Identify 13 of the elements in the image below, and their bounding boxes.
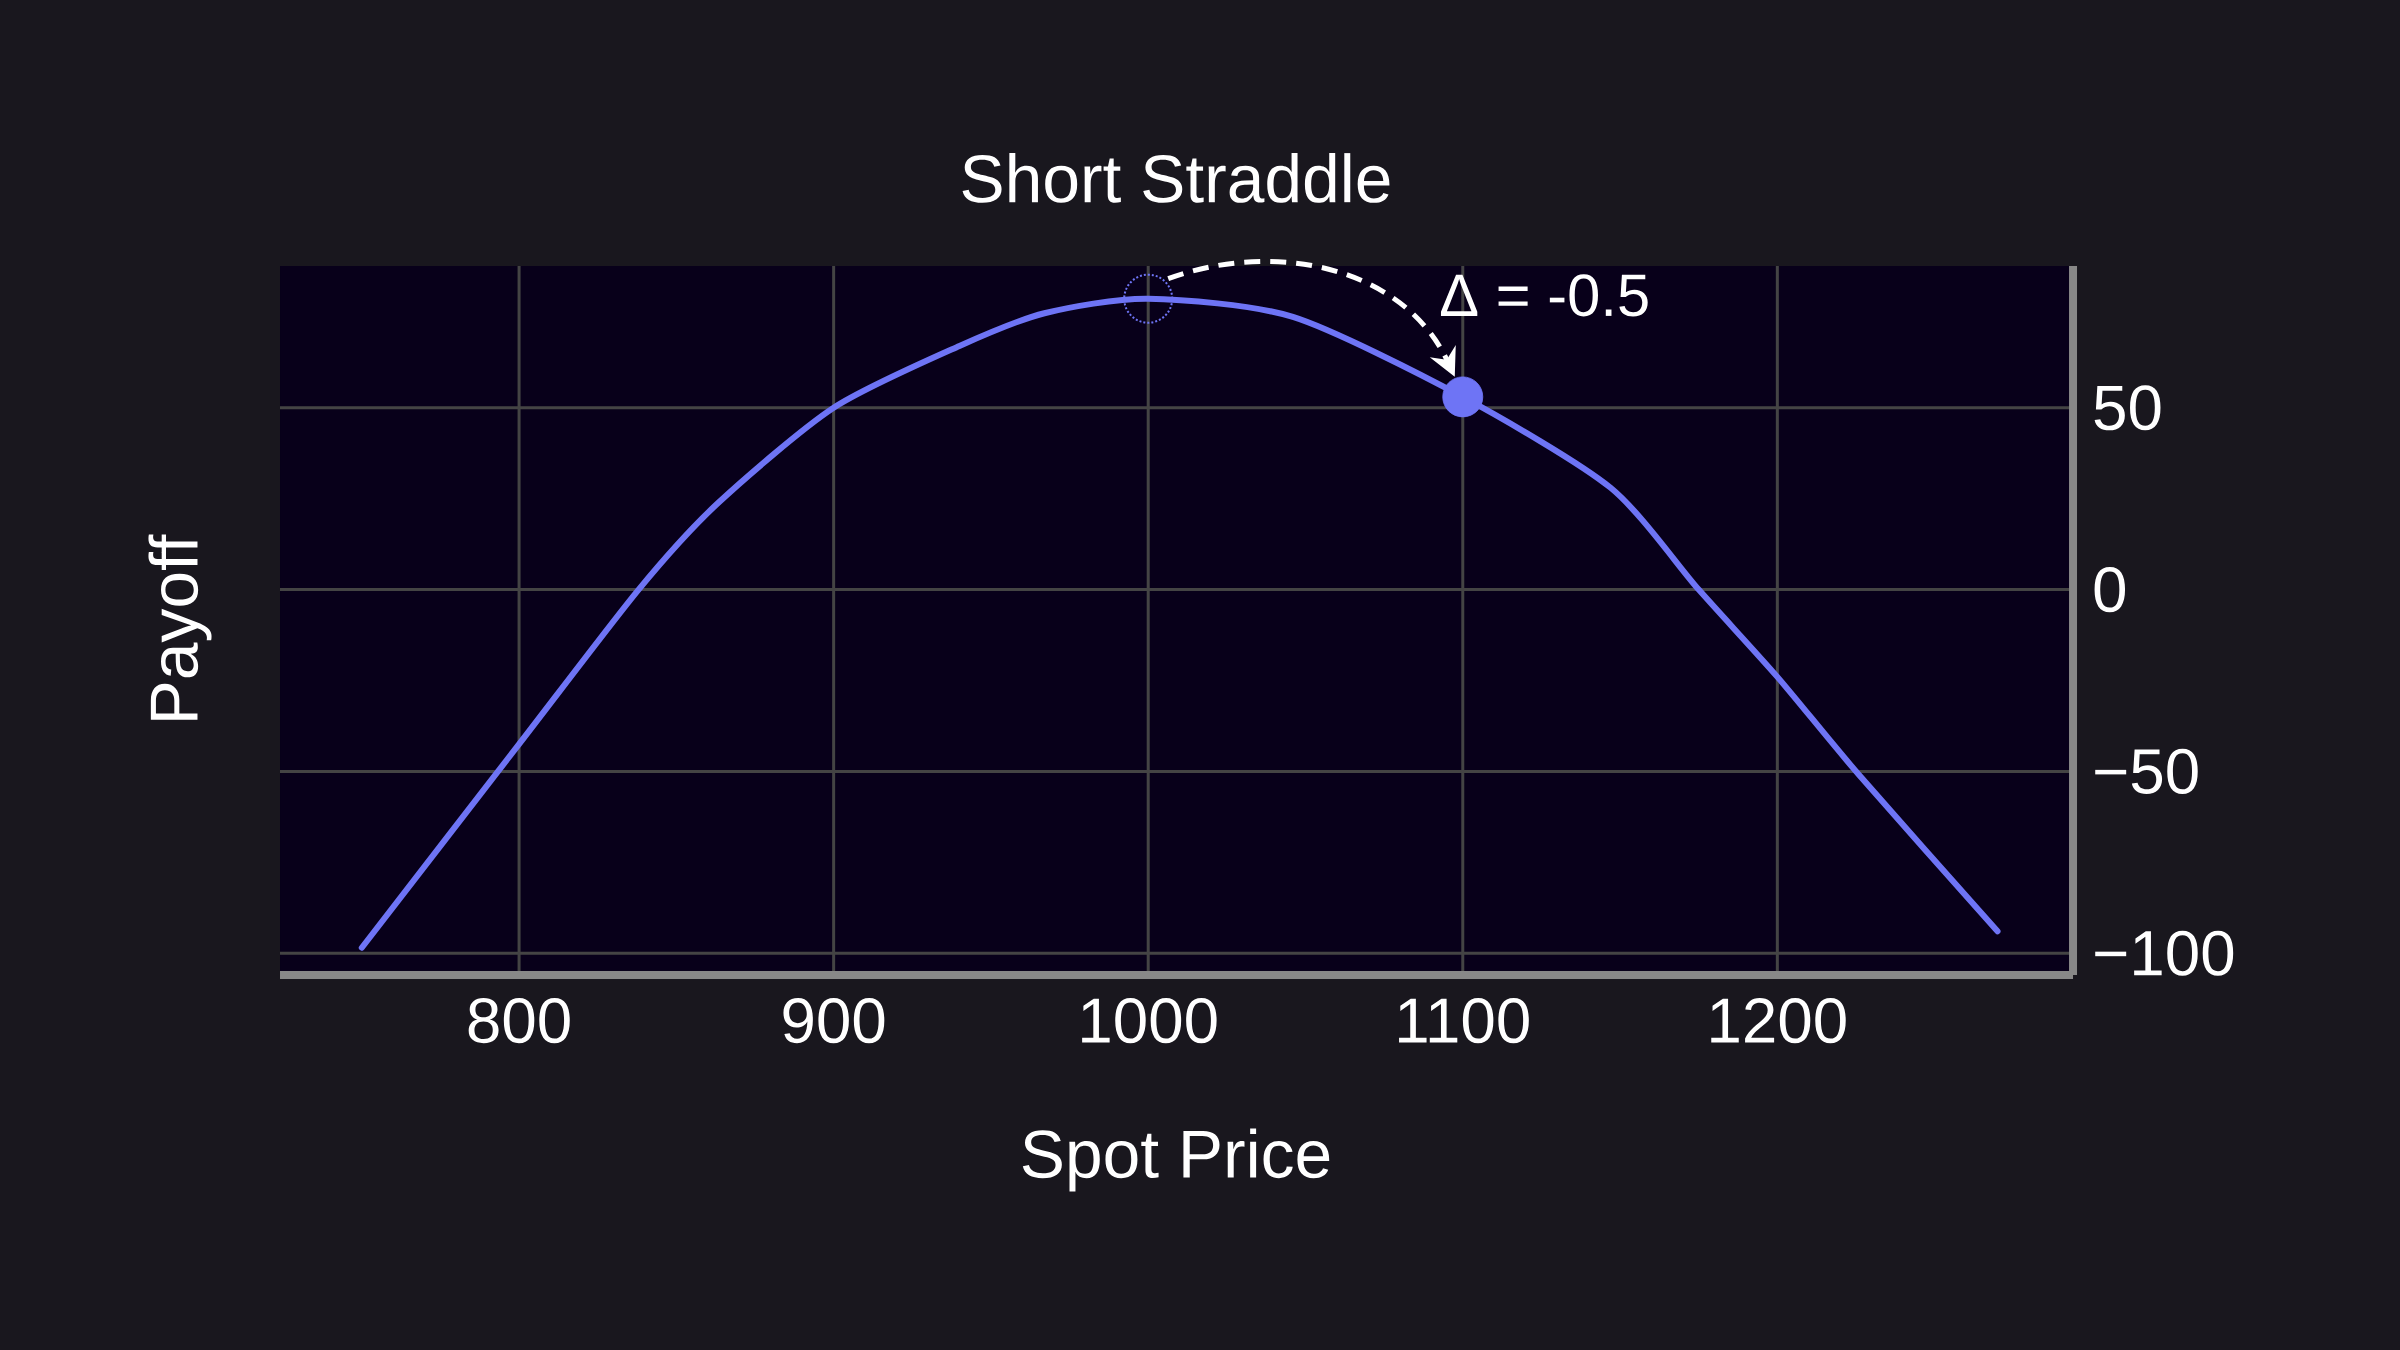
y-tick-label: −100	[2095, 930, 2234, 976]
x-tick-label: 1000	[1082, 998, 1217, 1044]
y-tick-label: 50	[2094, 385, 2161, 431]
x-tick-label: 1100	[1399, 998, 1529, 1044]
y-axis-title: Payoff	[148, 534, 212, 720]
chart-title: Short Straddle	[962, 153, 1390, 203]
x-tick-label: 1200	[1711, 998, 1846, 1044]
y-tick-label: −50	[2095, 748, 2198, 794]
x-tick-label: 800	[468, 998, 570, 1044]
x-axis-title: Spot Price	[1022, 1128, 1330, 1192]
y-tick-label: 0	[2094, 567, 2126, 613]
annotation: Δ = -0.5	[1440, 274, 1648, 317]
x-tick-label: 900	[783, 998, 885, 1044]
